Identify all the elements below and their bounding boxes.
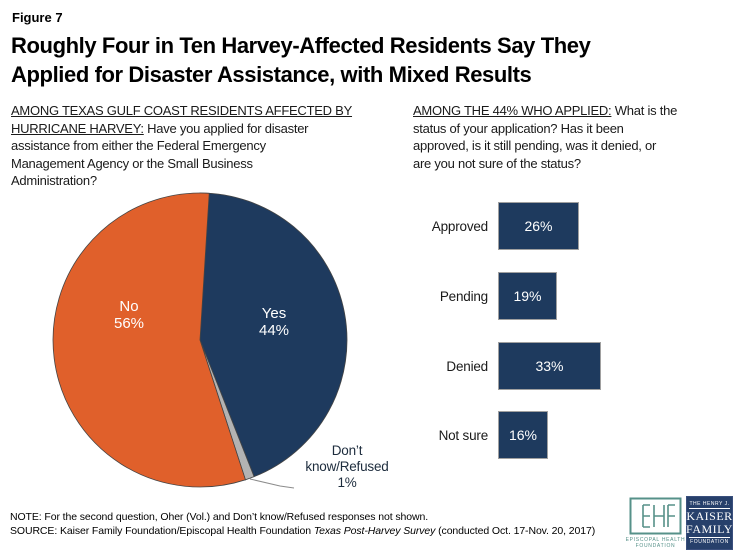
title-line-1: Roughly Four in Ten Harvey-Affected Resi…	[11, 33, 591, 58]
bar-pending: 19%	[498, 272, 557, 320]
note-line: NOTE: For the second question, Oher (Vol…	[10, 511, 429, 523]
kff-logo-bottom-text: FOUNDATION	[689, 536, 730, 545]
bar-denied: 33%	[498, 342, 601, 390]
question-line: Management Agency or the Small Business	[11, 155, 253, 171]
kff-logo-name: KAISER FAMILY	[686, 509, 733, 536]
ehf-logo-icon	[629, 497, 682, 535]
question-line: Administration?	[11, 173, 97, 188]
bar-category-label: Denied	[446, 358, 488, 374]
bar-value-label: 19%	[513, 288, 542, 304]
question-line: AMONG THE 44% WHO APPLIED: What is the	[413, 103, 678, 118]
pie-question: AMONG TEXAS GULF COAST RESIDENTS AFFECTE…	[11, 102, 403, 190]
question-line: AMONG TEXAS GULF COAST RESIDENTS AFFECTE…	[11, 103, 353, 118]
bar-value-label: 33%	[535, 358, 564, 374]
question-line: assistance from either the Federal Emerg…	[11, 138, 266, 153]
bar-category-label: Not sure	[438, 427, 489, 443]
question-line: approved, is it still pending, was it de…	[413, 138, 657, 153]
footnotes: NOTE: For the second question, Oher (Vol…	[10, 510, 625, 538]
pie-slice-no	[52, 192, 246, 488]
figure-label: Figure 7	[12, 10, 63, 25]
pie-label-yes: Yes 44%	[258, 305, 290, 339]
bar-value-label: 26%	[524, 218, 553, 234]
bar-not-sure: 16%	[498, 411, 548, 459]
pie-slice-yes	[199, 192, 348, 478]
bar-approved: 26%	[498, 202, 579, 250]
episcopal-health-foundation-logo: EPISCOPAL HEALTH FOUNDATION	[626, 497, 685, 550]
kff-logo-top-text: THE HENRY J.	[689, 501, 730, 510]
bar-value-label: 16%	[508, 427, 538, 443]
pie-chart-svg	[52, 192, 348, 489]
bar-question: AMONG THE 44% WHO APPLIED: What is the s…	[413, 102, 731, 172]
pie-callout-dont-know: Don’t know/Refused 1%	[305, 443, 389, 490]
pie-callout-leader-line	[249, 478, 295, 489]
question-line: HURRICANE HARVEY: Have you applied for d…	[11, 120, 309, 136]
ehf-logo-caption: EPISCOPAL HEALTH FOUNDATION	[625, 537, 686, 549]
bar-category-label: Pending	[439, 288, 488, 304]
source-line: SOURCE: Kaiser Family Foundation/Episcop…	[10, 525, 596, 537]
question-line: are you not sure of the status?	[413, 155, 581, 171]
page-title: Roughly Four in Ten Harvey-Affected Resi…	[11, 31, 711, 89]
pie-chart	[52, 192, 352, 492]
question-line: status of your application? Has it been	[413, 120, 624, 136]
kaiser-family-foundation-logo: THE HENRY J. KAISER FAMILY FOUNDATION	[686, 496, 733, 550]
title-line-2: Applied for Disaster Assistance, with Mi…	[11, 62, 532, 87]
pie-label-no: No 56%	[113, 298, 145, 332]
bar-category-label: Approved	[431, 218, 488, 234]
